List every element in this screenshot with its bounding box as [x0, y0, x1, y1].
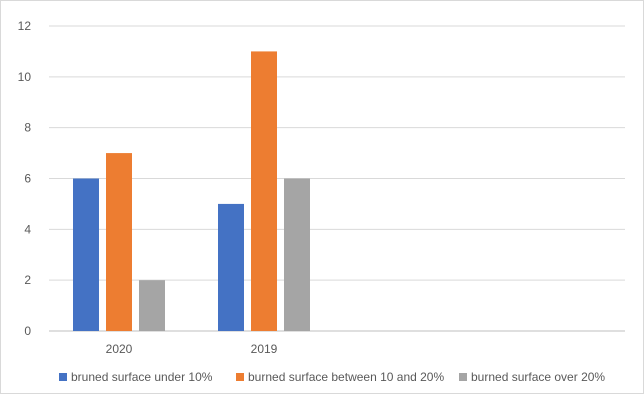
x-axis: 2020 2019	[106, 342, 278, 356]
legend-swatch	[459, 373, 467, 381]
bar-2019-series-2	[251, 51, 277, 332]
x-tick-label: 2020	[106, 342, 133, 356]
y-tick-label: 6	[24, 172, 31, 186]
legend-label: burned surface between 10 and 20%	[248, 370, 444, 384]
y-tick-label: 10	[18, 70, 32, 84]
y-tick-label: 12	[18, 19, 32, 33]
y-tick-label: 4	[24, 222, 31, 236]
x-tick-label: 2019	[251, 342, 278, 356]
legend-swatch	[236, 373, 244, 381]
y-tick-label: 8	[24, 121, 31, 135]
bar-2019-series-1	[218, 203, 244, 331]
legend-swatch	[59, 373, 67, 381]
bars-group	[73, 51, 310, 332]
gridlines	[49, 25, 625, 332]
bar-2019-series-3	[284, 178, 310, 331]
legend: bruned surface under 10% burned surface b…	[59, 370, 605, 384]
bar-2020-series-2	[106, 153, 132, 331]
y-tick-label: 2	[24, 273, 31, 287]
bar-2020-series-3	[139, 280, 165, 331]
bar-2020-series-1	[73, 178, 99, 331]
legend-label: burned surface over 20%	[471, 370, 605, 384]
y-axis: 0 2 4 6 8 10 12	[18, 19, 32, 338]
y-tick-label: 0	[24, 324, 31, 338]
legend-label: bruned surface under 10%	[71, 370, 213, 384]
